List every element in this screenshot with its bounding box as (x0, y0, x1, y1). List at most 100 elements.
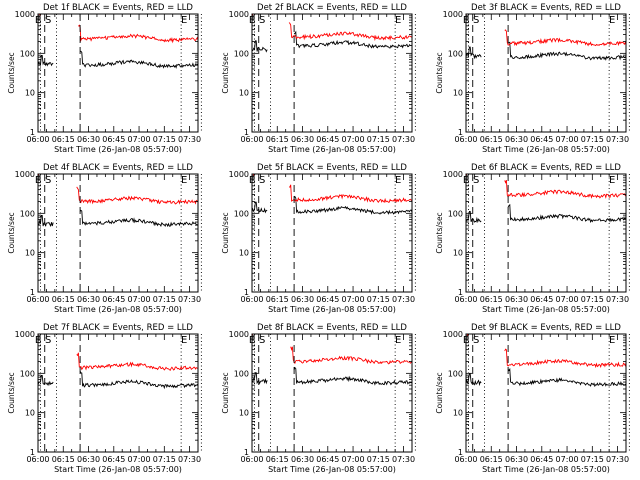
x-tick-label: 07:30 (178, 135, 201, 144)
x-tick-label: 07:00 (342, 455, 365, 464)
series-lld-line (466, 14, 626, 47)
y-tick-label: 10 (239, 409, 249, 418)
x-tick-label: 06:00 (454, 455, 477, 464)
marker-label-s: S (473, 175, 479, 186)
x-tick-label: 06:00 (240, 295, 263, 304)
x-tick-label: 07:30 (606, 295, 629, 304)
marker-label-s: S (45, 175, 51, 186)
y-tick-label: 100 (20, 369, 35, 378)
marker-label-s: S (259, 175, 265, 186)
y-tick-label: 1000 (229, 330, 249, 339)
marker-label-s: S (473, 15, 479, 26)
marker-label-e: E (395, 175, 401, 186)
y-tick-label: 1000 (15, 10, 35, 19)
plot-area (38, 14, 198, 69)
axes-frame (465, 173, 627, 293)
x-tick-label: 07:00 (342, 135, 365, 144)
x-tick-label: 06:45 (316, 135, 339, 144)
x-tick-label: 07:15 (153, 135, 176, 144)
series-lld-line (38, 174, 198, 205)
marker-label-e: E (609, 175, 615, 186)
marker-label-s: S (45, 335, 51, 346)
panel-title: Det 5f BLACK = Events, RED = LLD (257, 163, 407, 173)
x-axis-label: Start Time (26-Jan-08 05:57:00) (482, 305, 610, 314)
axes-frame (251, 173, 413, 293)
series-events-line (38, 209, 198, 228)
y-tick-label: 100 (20, 49, 35, 58)
plot-area (38, 334, 198, 390)
x-tick-label: 06:30 (77, 455, 100, 464)
panel-title: Det 3f BLACK = Events, RED = LLD (471, 3, 621, 13)
marker-label-e: E (609, 15, 615, 26)
y-tick-label: 10 (239, 249, 249, 258)
x-tick-label: 07:15 (581, 295, 604, 304)
marker-label-s: S (45, 15, 51, 26)
y-tick-label: 1 (244, 288, 249, 297)
x-tick-label: 06:15 (480, 455, 503, 464)
series-lld-line (252, 334, 412, 365)
y-tick-label: 100 (234, 369, 249, 378)
y-axis-label: Counts/sec (435, 212, 444, 253)
plot-area (38, 174, 198, 228)
axes-frame (37, 173, 199, 293)
axes-frame (465, 13, 627, 133)
x-tick-label: 07:00 (128, 295, 151, 304)
x-tick-label: 06:30 (77, 135, 100, 144)
x-tick-label: 06:15 (266, 295, 289, 304)
marker-label-e: E (181, 335, 187, 346)
marker-label-e: E (395, 335, 401, 346)
axes-frame (37, 333, 199, 453)
x-tick-label: 06:45 (102, 135, 125, 144)
x-tick-label: 06:00 (240, 135, 263, 144)
x-axis-label: Start Time (26-Jan-08 05:57:00) (54, 145, 182, 154)
x-axis-label: Start Time (26-Jan-08 05:57:00) (268, 145, 396, 154)
y-axis-label: Counts/sec (7, 52, 16, 93)
x-tick-label: 07:30 (392, 295, 415, 304)
x-tick-label: 07:30 (606, 135, 629, 144)
y-axis-label: Counts/sec (435, 372, 444, 413)
y-tick-label: 1 (458, 128, 463, 137)
x-tick-label: 07:30 (392, 455, 415, 464)
y-tick-label: 10 (239, 89, 249, 98)
x-tick-label: 06:30 (505, 295, 528, 304)
x-tick-label: 06:00 (240, 455, 263, 464)
x-tick-label: 06:00 (26, 455, 49, 464)
x-tick-label: 07:15 (581, 135, 604, 144)
y-tick-label: 1 (30, 128, 35, 137)
x-axis-label: Start Time (26-Jan-08 05:57:00) (268, 465, 396, 474)
marker-label-s: S (259, 15, 265, 26)
panel-title: Det 1f BLACK = Events, RED = LLD (43, 3, 193, 13)
x-tick-label: 07:15 (581, 455, 604, 464)
y-tick-label: 1000 (15, 170, 35, 179)
x-tick-label: 06:30 (291, 455, 314, 464)
plot-area (466, 14, 626, 61)
y-tick-label: 1 (458, 448, 463, 457)
y-tick-label: 1000 (443, 170, 463, 179)
x-tick-label: 07:30 (178, 455, 201, 464)
x-axis-label: Start Time (26-Jan-08 05:57:00) (54, 465, 182, 474)
y-tick-label: 100 (234, 209, 249, 218)
marker-label-e: E (609, 335, 615, 346)
x-tick-label: 06:45 (530, 455, 553, 464)
series-events-line (38, 50, 198, 69)
x-tick-label: 06:00 (454, 135, 477, 144)
x-tick-label: 06:15 (52, 455, 75, 464)
x-tick-label: 07:30 (178, 295, 201, 304)
y-axis-label: Counts/sec (7, 372, 16, 413)
x-tick-label: 06:15 (480, 135, 503, 144)
panel-title: Det 7f BLACK = Events, RED = LLD (43, 323, 193, 333)
x-tick-label: 07:15 (153, 455, 176, 464)
x-tick-label: 07:00 (556, 135, 579, 144)
plot-area (252, 334, 412, 386)
plot-area (466, 174, 626, 224)
x-tick-label: 06:00 (26, 135, 49, 144)
y-tick-label: 100 (234, 49, 249, 58)
x-tick-label: 07:30 (392, 135, 415, 144)
axes-frame (465, 333, 627, 453)
x-tick-label: 06:30 (77, 295, 100, 304)
